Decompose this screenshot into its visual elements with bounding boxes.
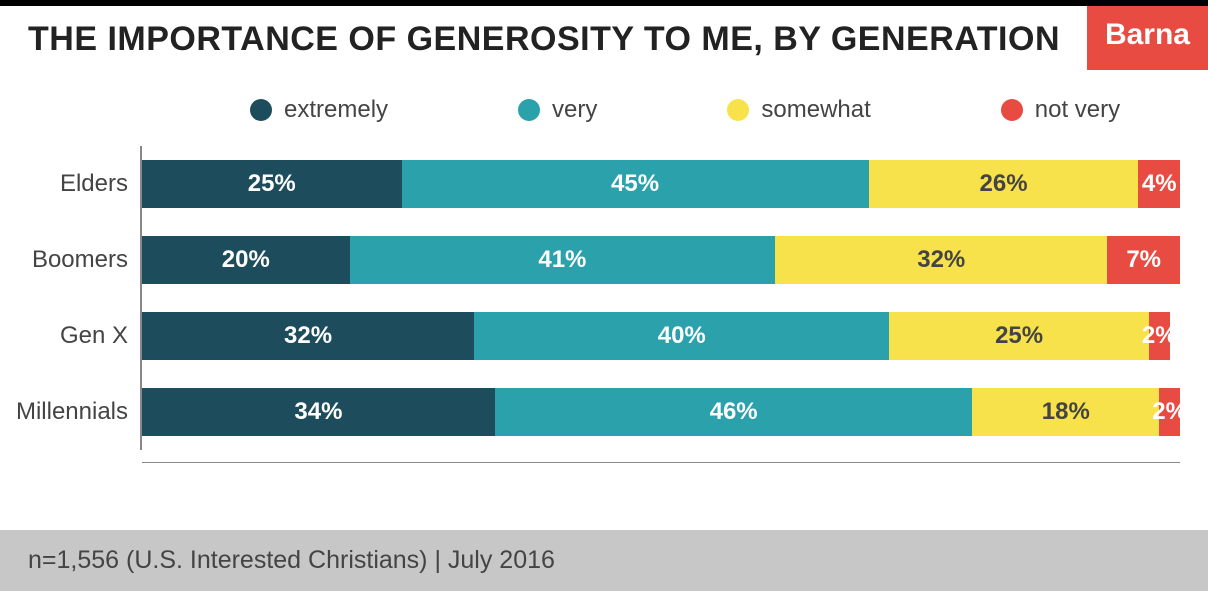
row-bar-stack: 25%45%26%4% bbox=[142, 160, 1180, 208]
bar-segment-very: 40% bbox=[474, 312, 889, 360]
bar-segment-not_very: 7% bbox=[1107, 236, 1180, 284]
bar-segment-extremely: 34% bbox=[142, 388, 495, 436]
bar-segment-not_very: 4% bbox=[1138, 160, 1180, 208]
row-label: Elders bbox=[0, 170, 140, 198]
bar-segment-very: 41% bbox=[350, 236, 776, 284]
legend-swatch-somewhat bbox=[727, 99, 749, 121]
legend-swatch-extremely bbox=[250, 99, 272, 121]
bar-segment-not_very: 2% bbox=[1159, 388, 1180, 436]
bar-segment-not_very: 2% bbox=[1149, 312, 1170, 360]
chart-row: Elders25%45%26%4% bbox=[0, 146, 1180, 222]
legend-label-extremely: extremely bbox=[284, 96, 388, 124]
legend-item-extremely: extremely bbox=[250, 96, 388, 124]
chart-row: Boomers20%41%32%7% bbox=[0, 222, 1180, 298]
row-bar-stack: 20%41%32%7% bbox=[142, 236, 1180, 284]
brand-logo: Barna bbox=[1087, 6, 1208, 70]
chart-row: Millennials34%46%18%2% bbox=[0, 374, 1180, 450]
bar-segment-somewhat: 32% bbox=[775, 236, 1107, 284]
legend-item-somewhat: somewhat bbox=[727, 96, 870, 124]
row-bar-stack: 34%46%18%2% bbox=[142, 388, 1180, 436]
legend-label-very: very bbox=[552, 96, 597, 124]
chart-row: Gen X32%40%25%2% bbox=[0, 298, 1180, 374]
bar-segment-very: 45% bbox=[402, 160, 869, 208]
row-label: Gen X bbox=[0, 322, 140, 350]
legend: extremely very somewhat not very bbox=[0, 70, 1208, 146]
legend-label-somewhat: somewhat bbox=[761, 96, 870, 124]
footer-note: n=1,556 (U.S. Interested Christians) | J… bbox=[0, 530, 1208, 591]
legend-item-not_very: not very bbox=[1001, 96, 1120, 124]
legend-item-very: very bbox=[518, 96, 597, 124]
bar-segment-extremely: 25% bbox=[142, 160, 402, 208]
chart-title: THE IMPORTANCE OF GENEROSITY TO ME, BY G… bbox=[28, 20, 1060, 59]
legend-swatch-very bbox=[518, 99, 540, 121]
bar-segment-very: 46% bbox=[495, 388, 972, 436]
legend-swatch-not_very bbox=[1001, 99, 1023, 121]
bar-segment-somewhat: 18% bbox=[972, 388, 1159, 436]
legend-label-not_very: not very bbox=[1035, 96, 1120, 124]
bar-segment-somewhat: 25% bbox=[889, 312, 1149, 360]
bar-segment-extremely: 20% bbox=[142, 236, 350, 284]
bar-segment-extremely: 32% bbox=[142, 312, 474, 360]
row-label: Millennials bbox=[0, 398, 140, 426]
row-bar-stack: 32%40%25%2% bbox=[142, 312, 1180, 360]
bar-segment-somewhat: 26% bbox=[869, 160, 1139, 208]
row-label: Boomers bbox=[0, 246, 140, 274]
chart-area: Elders25%45%26%4%Boomers20%41%32%7%Gen X… bbox=[0, 146, 1208, 450]
header: THE IMPORTANCE OF GENEROSITY TO ME, BY G… bbox=[0, 6, 1208, 70]
axis-baseline bbox=[142, 462, 1180, 463]
